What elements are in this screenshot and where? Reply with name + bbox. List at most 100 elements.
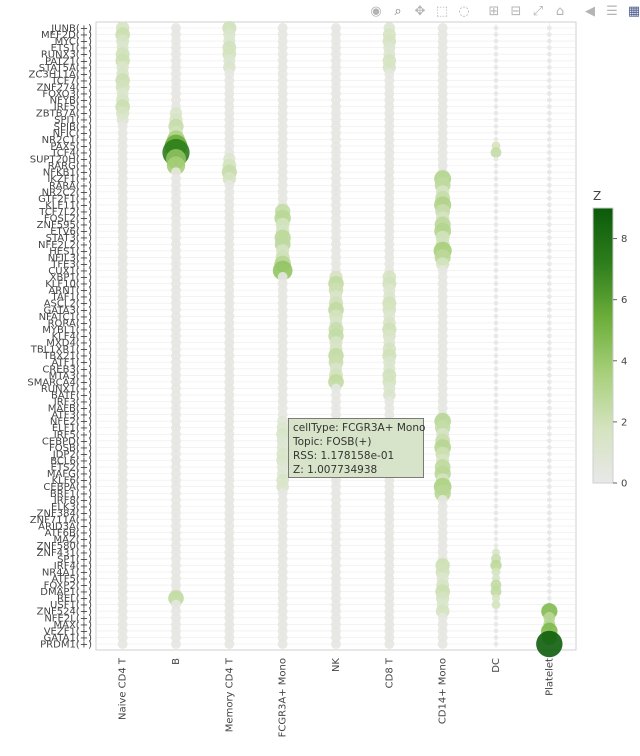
data-point[interactable] bbox=[546, 195, 552, 201]
data-point[interactable] bbox=[493, 536, 499, 542]
data-point[interactable] bbox=[546, 71, 552, 77]
data-point[interactable] bbox=[493, 268, 499, 273]
data-point[interactable] bbox=[546, 366, 552, 372]
data-point[interactable] bbox=[546, 300, 552, 306]
data-point[interactable] bbox=[493, 281, 499, 286]
data-point[interactable] bbox=[493, 182, 499, 188]
data-point[interactable] bbox=[491, 600, 501, 610]
data-point[interactable] bbox=[493, 431, 499, 437]
data-point[interactable] bbox=[546, 517, 552, 522]
data-point[interactable] bbox=[493, 274, 499, 280]
data-point[interactable] bbox=[493, 156, 499, 162]
data-point[interactable] bbox=[546, 353, 552, 359]
data-point[interactable] bbox=[493, 510, 499, 516]
data-point[interactable] bbox=[546, 32, 552, 37]
data-point[interactable] bbox=[493, 32, 499, 37]
data-point[interactable] bbox=[546, 503, 552, 509]
data-point[interactable] bbox=[493, 25, 499, 31]
data-point[interactable] bbox=[546, 346, 552, 352]
data-point[interactable] bbox=[493, 71, 499, 77]
data-point[interactable] bbox=[546, 150, 552, 155]
data-point[interactable] bbox=[493, 38, 499, 44]
data-point[interactable] bbox=[493, 137, 499, 142]
data-point[interactable] bbox=[493, 366, 499, 372]
data-point[interactable] bbox=[272, 260, 293, 281]
data-point[interactable] bbox=[493, 372, 499, 378]
data-point[interactable] bbox=[546, 576, 552, 581]
data-point[interactable] bbox=[493, 497, 499, 503]
data-point[interactable] bbox=[493, 209, 499, 214]
data-point[interactable] bbox=[546, 228, 552, 234]
plotly-logo-icon[interactable]: ▦ bbox=[627, 3, 640, 19]
data-point[interactable] bbox=[546, 143, 552, 149]
data-point[interactable] bbox=[493, 320, 499, 326]
data-point[interactable] bbox=[546, 438, 552, 444]
data-point[interactable] bbox=[493, 84, 499, 90]
data-point[interactable] bbox=[546, 91, 552, 96]
data-point[interactable] bbox=[546, 117, 552, 123]
data-point[interactable] bbox=[546, 169, 552, 175]
data-point[interactable] bbox=[493, 176, 499, 182]
data-point[interactable] bbox=[493, 189, 499, 195]
data-point[interactable] bbox=[546, 386, 552, 391]
data-point[interactable] bbox=[224, 639, 235, 649]
data-point[interactable] bbox=[493, 97, 499, 103]
data-point[interactable] bbox=[493, 78, 499, 83]
data-point[interactable] bbox=[493, 641, 499, 647]
data-point[interactable] bbox=[493, 379, 499, 385]
data-point[interactable] bbox=[546, 78, 552, 83]
data-point[interactable] bbox=[493, 222, 499, 227]
data-point[interactable] bbox=[493, 438, 499, 444]
data-point[interactable] bbox=[546, 313, 552, 319]
data-point[interactable] bbox=[546, 464, 552, 470]
data-point[interactable] bbox=[490, 147, 502, 158]
data-point[interactable] bbox=[493, 628, 499, 634]
data-point[interactable] bbox=[546, 562, 552, 568]
data-point[interactable] bbox=[493, 110, 499, 116]
hover-compare-icon[interactable]: ☰ bbox=[606, 3, 618, 19]
data-point[interactable] bbox=[493, 386, 499, 391]
data-point[interactable] bbox=[493, 287, 499, 293]
data-point[interactable] bbox=[546, 549, 552, 555]
data-point[interactable] bbox=[493, 248, 499, 254]
data-point[interactable] bbox=[491, 594, 501, 603]
data-point[interactable] bbox=[493, 261, 499, 267]
data-point[interactable] bbox=[546, 320, 552, 326]
data-point[interactable] bbox=[546, 137, 552, 142]
data-point[interactable] bbox=[493, 530, 499, 535]
data-point[interactable] bbox=[493, 254, 499, 260]
data-point[interactable] bbox=[546, 523, 552, 529]
data-point[interactable] bbox=[546, 281, 552, 286]
data-point[interactable] bbox=[493, 471, 499, 477]
data-point[interactable] bbox=[493, 405, 499, 411]
data-point[interactable] bbox=[493, 412, 499, 418]
data-point[interactable] bbox=[546, 294, 552, 300]
data-point[interactable] bbox=[493, 615, 499, 621]
data-point[interactable] bbox=[493, 464, 499, 470]
data-point[interactable] bbox=[546, 268, 552, 273]
data-point[interactable] bbox=[546, 123, 552, 129]
data-point[interactable] bbox=[546, 176, 552, 182]
data-point[interactable] bbox=[493, 104, 499, 110]
data-point[interactable] bbox=[546, 445, 552, 450]
data-point[interactable] bbox=[546, 543, 552, 549]
data-point[interactable] bbox=[493, 418, 499, 424]
camera-icon[interactable]: ◉ bbox=[370, 3, 382, 19]
data-point[interactable] bbox=[493, 346, 499, 352]
autoscale-icon[interactable]: ⤢ bbox=[532, 3, 544, 19]
data-point[interactable] bbox=[493, 327, 499, 332]
data-point[interactable] bbox=[546, 530, 552, 535]
data-point[interactable] bbox=[493, 353, 499, 359]
data-point[interactable] bbox=[493, 300, 499, 306]
data-point[interactable] bbox=[493, 484, 499, 490]
data-point[interactable] bbox=[493, 51, 499, 57]
data-point[interactable] bbox=[493, 635, 499, 640]
data-point[interactable] bbox=[493, 91, 499, 96]
data-point[interactable] bbox=[493, 241, 499, 247]
data-point[interactable] bbox=[493, 621, 499, 627]
data-point[interactable] bbox=[493, 195, 499, 201]
data-point[interactable] bbox=[493, 169, 499, 175]
data-point[interactable] bbox=[546, 58, 552, 64]
data-point[interactable] bbox=[493, 202, 499, 208]
data-point[interactable] bbox=[384, 639, 395, 649]
